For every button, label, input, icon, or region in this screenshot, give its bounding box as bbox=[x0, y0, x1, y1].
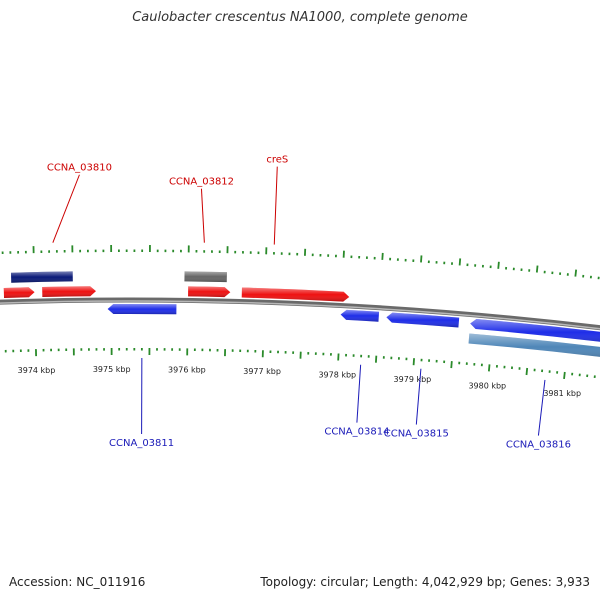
gene-feature-shade bbox=[470, 319, 600, 342]
kbp-tick-label: 3974 kbp bbox=[18, 366, 56, 375]
gene-feature-shade bbox=[10, 271, 73, 283]
kbp-tick-label: 3980 kbp bbox=[468, 381, 506, 390]
gene-feature-shade bbox=[107, 303, 177, 315]
inner-tick bbox=[563, 371, 566, 380]
gene-label: CCNA_03810 bbox=[47, 163, 112, 174]
outer-tick bbox=[574, 269, 578, 277]
gene-feature-shade bbox=[188, 286, 231, 298]
gene-label: creS bbox=[266, 155, 288, 166]
gene-label-leader bbox=[415, 368, 422, 425]
outer-tick bbox=[420, 255, 423, 263]
gene-label-leader bbox=[537, 379, 546, 436]
outer-tick bbox=[458, 258, 462, 266]
gene-label-leader bbox=[273, 166, 278, 245]
gene-feature-shade bbox=[468, 333, 600, 357]
gene-feature-shade bbox=[3, 287, 35, 298]
kbp-tick-label: 3978 kbp bbox=[318, 371, 356, 380]
inner-tick bbox=[450, 361, 453, 369]
outer-tick bbox=[535, 265, 539, 273]
accession-text: Accession: NC_011916 bbox=[9, 575, 146, 589]
kbp-tick-label: 3981 kbp bbox=[543, 389, 581, 398]
gene-label-leader bbox=[200, 188, 205, 243]
gene-label: CCNA_03816 bbox=[506, 440, 571, 451]
gene-feature-shade bbox=[340, 309, 380, 322]
genome-backbone-highlight bbox=[0, 300, 600, 330]
kbp-tick-label: 3977 kbp bbox=[243, 367, 281, 376]
gene-label: CCNA_03812 bbox=[169, 177, 234, 188]
gene-label: CCNA_03814 bbox=[324, 427, 389, 438]
map-title: Caulobacter crescentus NA1000, complete … bbox=[132, 10, 468, 25]
genome-summary-text: Topology: circular; Length: 4,042,929 bp… bbox=[260, 575, 590, 589]
gene-feature-shade bbox=[241, 287, 350, 302]
gene-label-leader bbox=[356, 364, 362, 423]
gene-label-leader bbox=[52, 174, 80, 243]
kbp-tick-label: 3976 kbp bbox=[168, 365, 206, 374]
kbp-tick-label: 3975 kbp bbox=[93, 365, 131, 374]
gene-label: CCNA_03811 bbox=[109, 438, 174, 449]
gene-feature-shade bbox=[386, 312, 460, 328]
inner-tick bbox=[412, 358, 415, 366]
inner-tick bbox=[525, 367, 529, 376]
gene-label: CCNA_03815 bbox=[384, 429, 449, 440]
outer-tick bbox=[497, 261, 500, 269]
inner-tick bbox=[487, 364, 491, 372]
gene-feature-shade bbox=[42, 286, 96, 297]
genome-backbone bbox=[0, 297, 600, 331]
kbp-tick-label: 3979 kbp bbox=[394, 375, 432, 384]
gene-feature-shade bbox=[184, 271, 227, 283]
